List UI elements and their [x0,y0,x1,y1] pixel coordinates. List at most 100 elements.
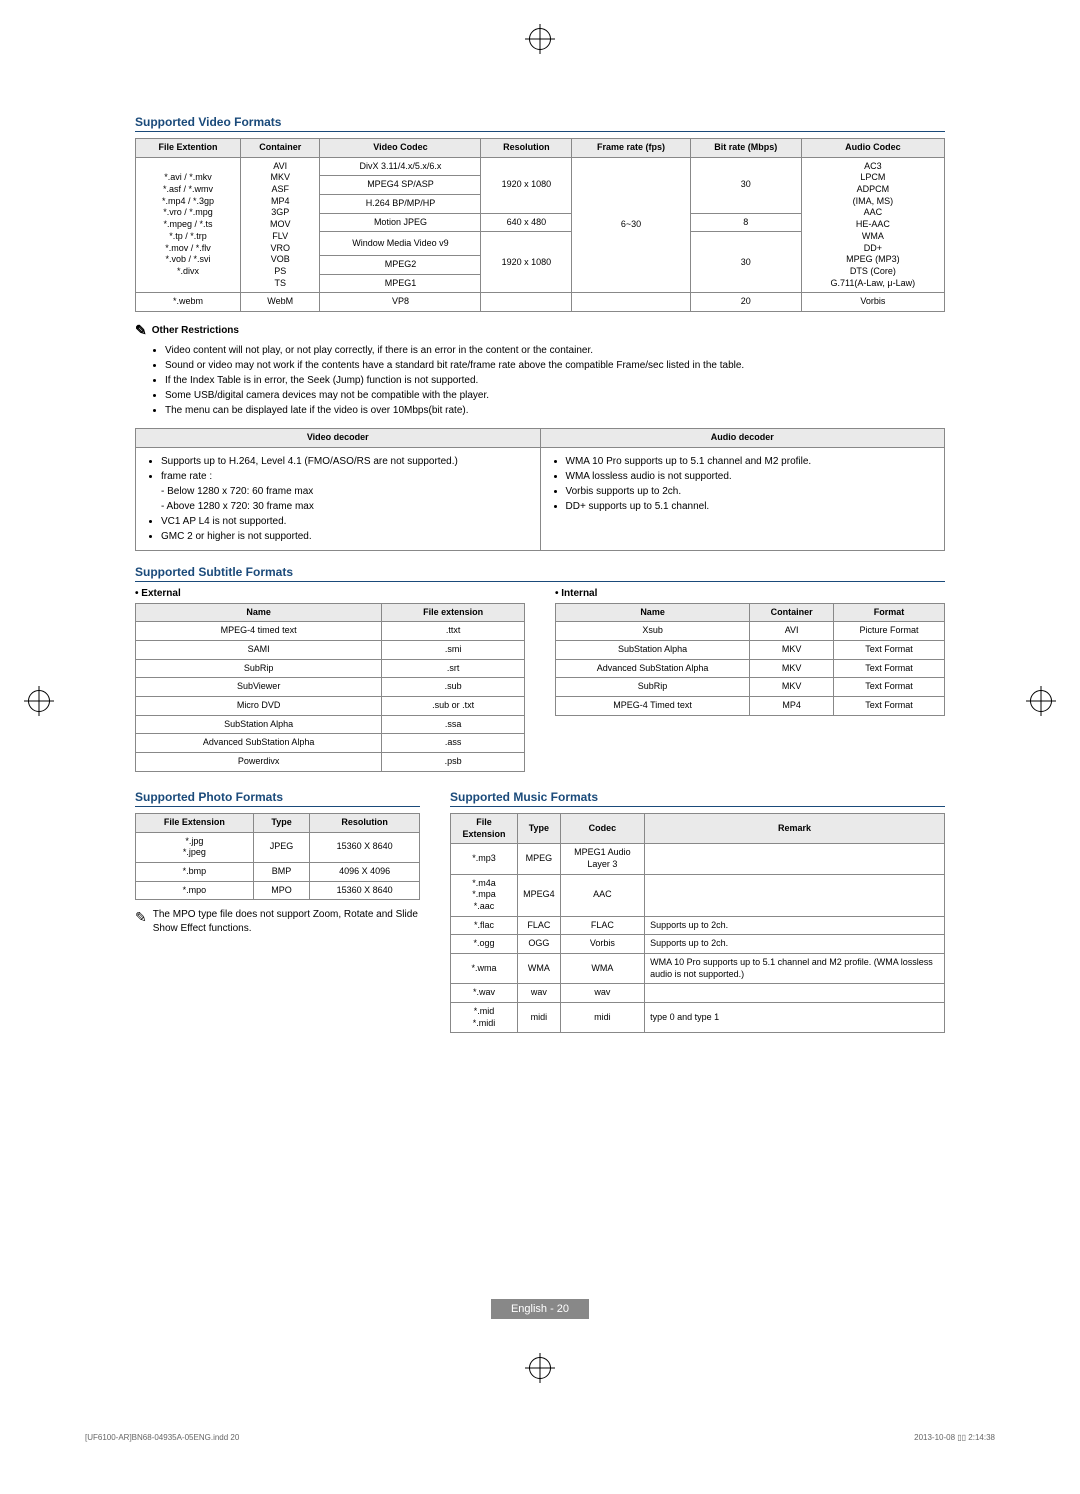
table-cell: Vorbis [560,935,644,954]
table-cell: Powerdivx [136,753,382,772]
table-cell: WMA 10 Pro supports up to 5.1 channel an… [645,954,945,984]
table-row: *.jpg *.jpegJPEG15360 X 8640 [136,832,420,862]
table-row: *.bmpBMP4096 X 4096 [136,862,420,881]
table-cell: *.flac [451,916,518,935]
video-header: Video Codec [320,139,481,158]
restrictions-block: ✎ Other Restrictions Video content will … [135,322,945,418]
reg-mark-right [1030,690,1052,712]
table-cell: Picture Format [834,622,945,641]
table-cell: SubRip [556,678,750,697]
table-cell [645,874,945,916]
reg-mark-bottom [529,1357,551,1379]
external-label: External [141,588,180,599]
decoder-table: Video decoder Audio decoder Supports up … [135,428,945,551]
page-footer: English - 20 [0,1299,1080,1319]
audio-codecs: AC3 LPCM ADPCM (IMA, MS) AAC HE-AAC WMA … [801,157,944,293]
res-640: 640 x 480 [481,213,572,232]
table-row: *.mp3MPEGMPEG1 Audio Layer 3 [451,844,945,874]
table-row: *.wavwavwav [451,984,945,1003]
music-section-title: Supported Music Formats [450,790,945,807]
webm-codec: VP8 [320,293,481,312]
table-cell: .sub or .txt [382,697,525,716]
table-cell: Text Format [834,659,945,678]
table-row: *.wmaWMAWMAWMA 10 Pro supports up to 5.1… [451,954,945,984]
table-cell: SubStation Alpha [556,641,750,660]
table-cell: Advanced SubStation Alpha [136,734,382,753]
table-cell: *.mpo [136,881,254,900]
table-header: Name [136,603,382,622]
photo-section-title: Supported Photo Formats [135,790,420,807]
video-section-title: Supported Video Formats [135,115,945,132]
table-cell: midi [560,1003,644,1033]
internal-label: Internal [561,588,597,599]
table-cell: .smi [382,641,525,660]
table-cell: Text Format [834,697,945,716]
table-cell [645,844,945,874]
photo-note: The MPO type file does not support Zoom,… [153,908,420,936]
table-cell: *.bmp [136,862,254,881]
table-cell: *.wma [451,954,518,984]
decoder-item: frame rate : - Below 1280 x 720: 60 fram… [161,469,530,514]
table-cell: Text Format [834,641,945,660]
table-header: Type [518,813,561,843]
table-header: File extension [382,603,525,622]
video-header: File Extention [136,139,241,158]
video-ext: *.avi / *.mkv *.asf / *.wmv *.mp4 / *.3g… [136,157,241,293]
music-formats-table: File ExtensionTypeCodecRemark *.mp3MPEGM… [450,813,945,1034]
decoder-item: DD+ supports up to 5.1 channel. [566,499,935,514]
table-cell: Xsub [556,622,750,641]
table-row: MPEG-4 Timed textMP4Text Format [556,697,945,716]
video-decoder-list: Supports up to H.264, Level 4.1 (FMO/ASO… [161,454,530,544]
br-8: 8 [690,213,801,232]
table-cell: MKV [750,659,834,678]
table-row: *.oggOGGVorbisSupports up to 2ch. [451,935,945,954]
br-30-a: 30 [690,157,801,213]
reg-mark-left [28,690,50,712]
table-cell: Supports up to 2ch. [645,935,945,954]
table-cell: *.m4a *.mpa *.aac [451,874,518,916]
decoder-item: WMA lossless audio is not supported. [566,469,935,484]
video-header: Resolution [481,139,572,158]
webm-ext: *.webm [136,293,241,312]
restriction-item: Video content will not play, or not play… [165,343,945,358]
music-col: Supported Music Formats File ExtensionTy… [450,790,945,1034]
codec-mjpeg: Motion JPEG [320,213,481,232]
table-cell: SubViewer [136,678,382,697]
table-cell: MKV [750,678,834,697]
table-cell [645,984,945,1003]
note-icon: ✎ [135,322,147,339]
table-cell: SubStation Alpha [136,715,382,734]
table-cell: 15360 X 8640 [310,832,420,862]
table-cell: .ttxt [382,622,525,641]
table-cell: type 0 and type 1 [645,1003,945,1033]
table-cell: JPEG [253,832,309,862]
table-cell: *.wav [451,984,518,1003]
internal-subtitle-table: NameContainerFormat XsubAVIPicture Forma… [555,603,945,716]
table-row: *.flacFLACFLACSupports up to 2ch. [451,916,945,935]
webm-cont: WebM [240,293,319,312]
video-decoder-head: Video decoder [136,428,541,447]
table-cell: MPEG-4 timed text [136,622,382,641]
codec-divx: DivX 3.11/4.x/5.x/6.x [320,157,481,176]
photo-col: Supported Photo Formats File ExtensionTy… [135,790,420,936]
table-cell: FLAC [560,916,644,935]
webm-audio: Vorbis [801,293,944,312]
table-header: Resolution [310,813,420,832]
table-cell: BMP [253,862,309,881]
table-cell: wav [518,984,561,1003]
table-cell: .psb [382,753,525,772]
restrictions-list: Video content will not play, or not play… [165,343,945,418]
doc-timestamp: 2013-10-08 ▯▯ 2:14:38 [914,1433,995,1442]
table-cell: .ssa [382,715,525,734]
decoder-item: Vorbis supports up to 2ch. [566,484,935,499]
video-fps: 6~30 [572,157,690,293]
codec-mpeg2: MPEG2 [320,255,481,274]
table-cell: *.mp3 [451,844,518,874]
table-row: XsubAVIPicture Format [556,622,945,641]
table-row: Advanced SubStation Alpha.ass [136,734,525,753]
table-cell: Text Format [834,678,945,697]
table-cell: MPO [253,881,309,900]
doc-path: [UF6100-AR]BN68-04935A-05ENG.indd 20 [85,1433,239,1442]
restriction-item: Some USB/digital camera devices may not … [165,388,945,403]
codec-h264: H.264 BP/MP/HP [320,195,481,214]
